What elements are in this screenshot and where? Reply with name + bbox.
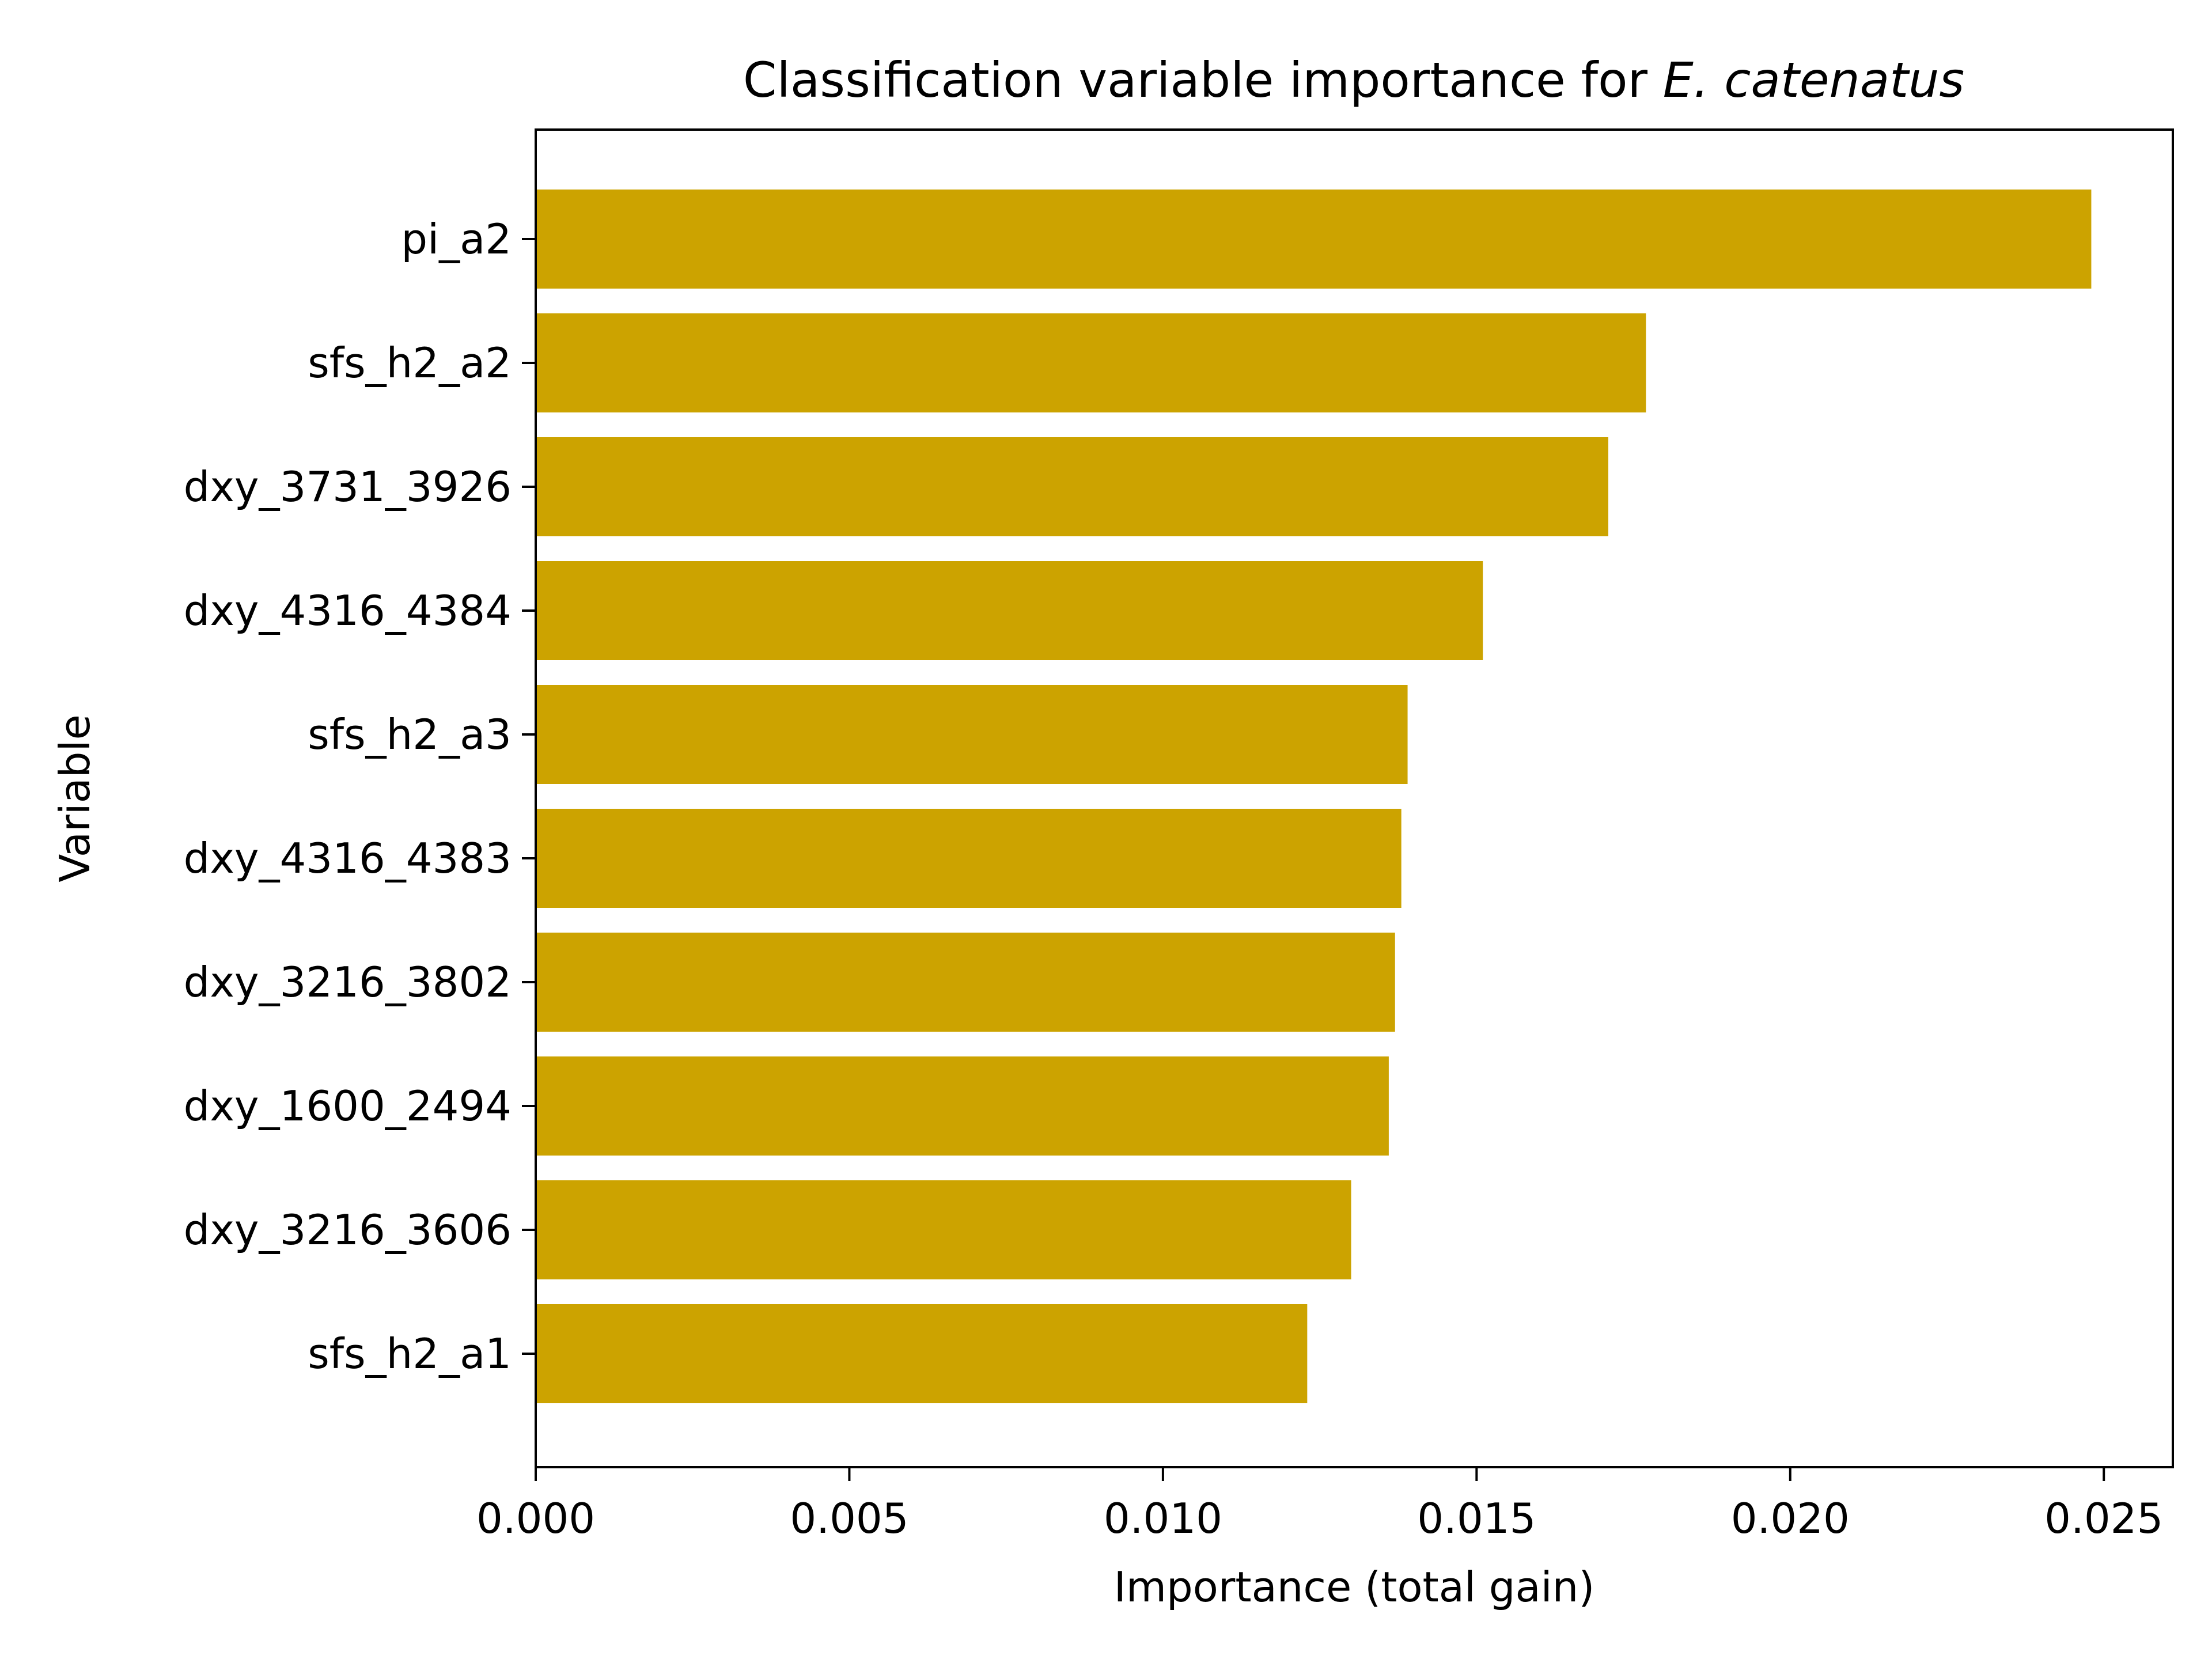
bar-dxy-3731-3926 [536, 437, 1608, 536]
x-tick-label: 0.000 [476, 1494, 595, 1543]
bar-sfs-h2-a1 [536, 1304, 1308, 1403]
y-tick-label-dxy-4316-4384: dxy_4316_4384 [184, 586, 512, 635]
y-tick-label-sfs-h2-a1: sfs_h2_a1 [308, 1330, 512, 1378]
bar-dxy-4316-4383 [536, 809, 1402, 908]
plot-frame [535, 128, 2174, 1468]
y-tick-label-dxy-3216-3606: dxy_3216_3606 [184, 1206, 512, 1254]
x-axis-ticks: 0.000 0.005 0.010 0.015 0.020 0.025 [476, 1467, 2163, 1543]
x-tick-label: 0.010 [1104, 1494, 1222, 1543]
x-tick-label: 0.005 [790, 1494, 908, 1543]
bar-dxy-3216-3606 [536, 1180, 1351, 1279]
y-axis-ticks: pi_a2 sfs_h2_a2 dxy_3731_3926 dxy_4316_4384… [184, 215, 536, 1378]
y-tick-label-sfs-h2-a3: sfs_h2_a3 [308, 710, 512, 759]
y-tick-label-dxy-4316-4383: dxy_4316_4383 [184, 834, 512, 882]
bar-dxy-4316-4384 [536, 561, 1483, 660]
x-tick-label: 0.020 [1731, 1494, 1850, 1543]
bars-group [536, 190, 2092, 1403]
chart-title-species: E. catenatus [1663, 52, 1964, 108]
bar-pi-a2 [536, 190, 2092, 289]
bar-dxy-3216-3802 [536, 933, 1395, 1032]
bar-dxy-1600-2494 [536, 1056, 1389, 1156]
chart-title: Classification variable importance for E… [743, 52, 1964, 108]
x-axis-label: Importance (total gain) [1114, 1563, 1595, 1611]
y-tick-label-pi-a2: pi_a2 [401, 215, 512, 263]
y-tick-label-sfs-h2-a2: sfs_h2_a2 [308, 339, 512, 387]
chart-title-main: Classification variable importance for [743, 52, 1648, 108]
y-tick-label-dxy-3216-3802: dxy_3216_3802 [184, 958, 512, 1006]
y-tick-label-dxy-1600-2494: dxy_1600_2494 [184, 1082, 512, 1130]
bar-sfs-h2-a3 [536, 685, 1408, 784]
y-axis-label: Variable [51, 714, 99, 882]
x-tick-label: 0.025 [2044, 1494, 2163, 1543]
y-tick-label-dxy-3731-3926: dxy_3731_3926 [184, 463, 512, 511]
bar-sfs-h2-a2 [536, 313, 1646, 412]
x-tick-label: 0.015 [1417, 1494, 1536, 1543]
